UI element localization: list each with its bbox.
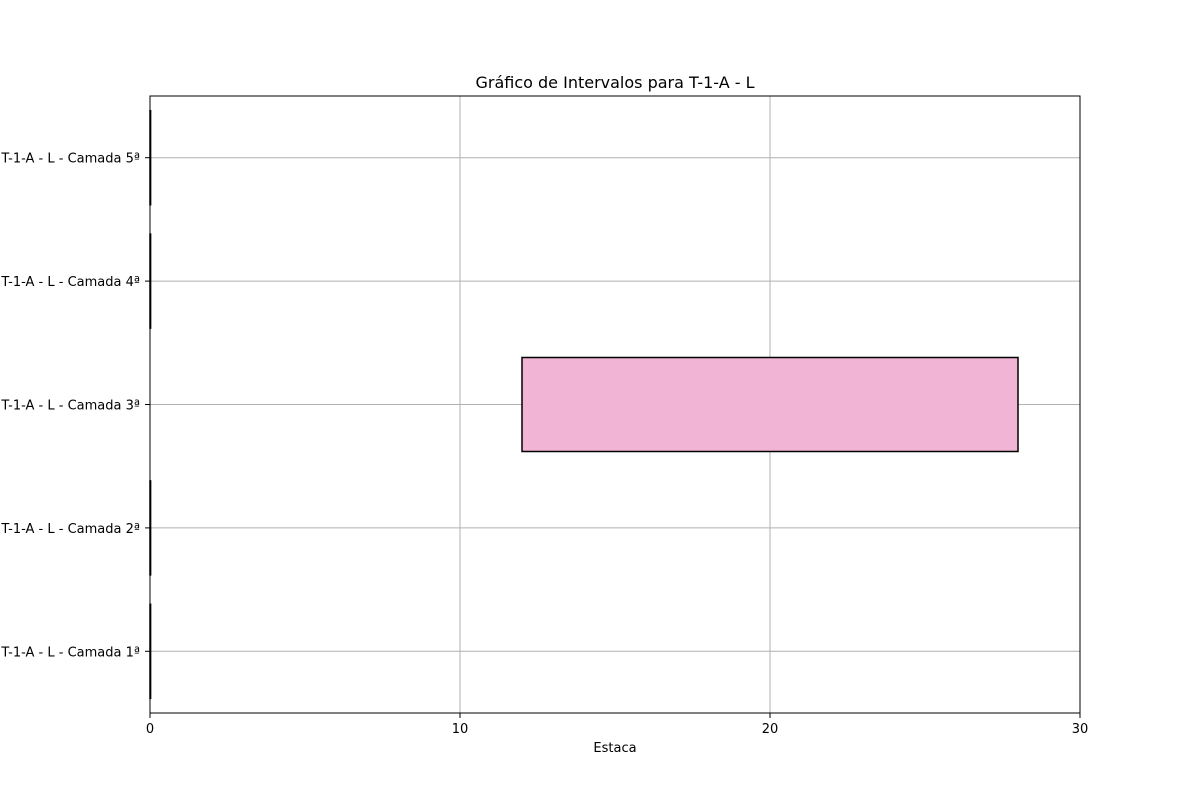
y-tick-label-2: T-1-A - L - Camada 3ª [0, 399, 140, 414]
interval-bar-3 [521, 356, 1019, 453]
y-tick-label-4: T-1-A - L - Camada 5ª [0, 152, 140, 167]
grid-lines [149, 96, 1081, 713]
x-axis-ticks: 0 10 20 30 [146, 713, 1088, 737]
chart-title: Gráfico de Intervalos para T-1-A - L [475, 73, 754, 92]
y-axis-ticks: T-1-A - L - Camada 1ª T-1-A - L - Camada … [0, 152, 150, 660]
x-tick-label-3: 30 [1072, 722, 1089, 737]
interval-bars [149, 109, 1019, 700]
x-tick-label-0: 0 [146, 722, 154, 737]
x-tick-label-2: 20 [762, 722, 779, 737]
x-axis-label: Estaca [593, 741, 636, 756]
y-tick-label-0: T-1-A - L - Camada 1ª [0, 645, 140, 660]
x-tick-label-1: 10 [452, 722, 469, 737]
y-tick-label-3: T-1-A - L - Camada 4ª [0, 275, 140, 290]
y-tick-label-1: T-1-A - L - Camada 2ª [0, 522, 140, 537]
